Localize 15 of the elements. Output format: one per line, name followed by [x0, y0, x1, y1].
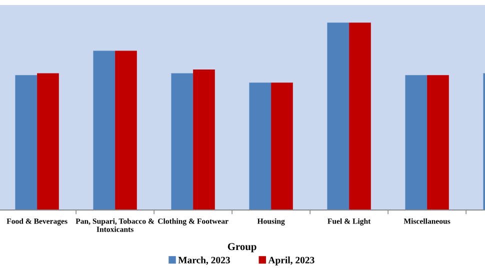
bar: [93, 50, 116, 210]
bar: [15, 75, 38, 210]
bar: [349, 22, 371, 210]
bar: [193, 69, 215, 210]
legend-label: March, 2023: [178, 256, 230, 265]
bar: [171, 73, 194, 210]
bar: [427, 75, 449, 210]
bar: [249, 82, 272, 210]
bar: [327, 22, 350, 210]
legend-label: April, 2023: [268, 256, 314, 266]
bar: [37, 73, 59, 210]
bar: [115, 50, 137, 210]
x-axis-title: Group: [228, 243, 256, 252]
bar: [271, 82, 293, 210]
bar: [405, 75, 428, 210]
